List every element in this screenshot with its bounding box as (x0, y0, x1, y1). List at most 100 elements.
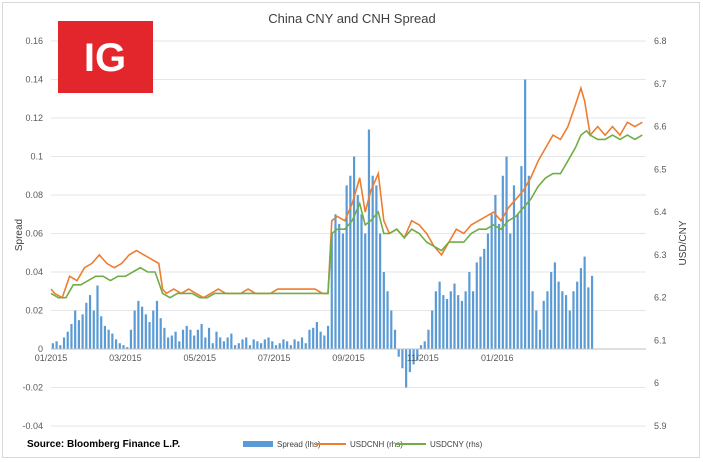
spread-bar (155, 300, 159, 349)
spread-bar (189, 329, 192, 349)
spread-bar (170, 335, 173, 349)
spread-bar (96, 285, 99, 349)
source-note: Source: Bloomberg Finance L.P. (27, 439, 180, 450)
right-axis-label: USD/CNY (678, 220, 689, 265)
spread-bar (62, 337, 66, 349)
left-axis-label: Spread (14, 219, 25, 251)
spread-bar (256, 341, 259, 349)
spread-bar (286, 341, 289, 349)
legend-swatch-spread (243, 441, 273, 447)
spread-bar (81, 314, 84, 349)
spread-bar (345, 185, 348, 349)
right-tick-label: 6.5 (654, 164, 667, 174)
spread-bar (397, 349, 400, 357)
spread-bar (494, 195, 497, 349)
spread-bar (352, 156, 356, 349)
spread-bar (66, 331, 69, 349)
right-tick-label: 6.2 (654, 293, 667, 303)
spread-bar (423, 341, 426, 349)
spread-bar (274, 345, 278, 349)
spread-bar (293, 339, 296, 349)
right-tick-label: 6.6 (654, 122, 667, 132)
spread-bar (174, 331, 177, 349)
spread-bar (561, 291, 564, 349)
spread-bar (419, 345, 423, 349)
spread-bar (241, 339, 244, 349)
spread-bar (185, 325, 188, 349)
spread-bar (531, 291, 534, 349)
spread-bar (59, 345, 62, 349)
spread-bar (282, 339, 285, 349)
spread-bar (70, 323, 73, 349)
spread-bar (442, 295, 445, 349)
spread-bar (85, 302, 88, 349)
x-tick-label: 03/2015 (109, 353, 142, 363)
spread-bar (568, 310, 571, 349)
spread-bar (490, 214, 493, 349)
legend-label-usdcny: USDCNY (rhs) (430, 440, 483, 449)
x-tick-label: 09/2015 (332, 353, 365, 363)
legend-label-usdcnh: USDCNH (rhs) (350, 440, 403, 449)
spread-bar (129, 329, 133, 349)
spread-bar (516, 214, 519, 349)
spread-bar (233, 345, 237, 349)
spread-bar (438, 281, 441, 349)
chart-frame: China CNY and CNH Spread 0.16 0.14 0.12 0.1… (2, 2, 700, 458)
spread-bar (483, 248, 486, 349)
spread-bar (141, 306, 144, 349)
left-tick-label: 0.04 (25, 267, 43, 277)
left-tick-label: 0.08 (25, 190, 43, 200)
spread-bar (341, 233, 345, 349)
spread-bar (330, 233, 333, 349)
spread-bar (51, 343, 54, 349)
spread-bar (564, 295, 568, 349)
spread-bar (207, 327, 211, 349)
spread-bar (319, 331, 322, 349)
spread-bar (527, 175, 530, 349)
chart-title: China CNY and CNH Spread (268, 11, 435, 26)
spread-bar (304, 343, 307, 349)
spread-bar (289, 345, 292, 349)
x-axis-ticks: 01/2015 03/2015 05/2015 07/2015 09/2015 11/20… (35, 353, 514, 363)
spread-bar (152, 310, 155, 349)
spread-bar (144, 314, 147, 349)
spread-bar (427, 329, 430, 349)
spread-bar (267, 337, 270, 349)
logo-background (58, 21, 153, 93)
spread-bar (278, 343, 281, 349)
spread-bar (103, 325, 107, 349)
spread-bar (401, 349, 404, 369)
left-tick-label: 0.1 (30, 152, 43, 162)
spread-bar (323, 335, 326, 349)
spread-bar (550, 272, 553, 349)
spread-bar (349, 175, 352, 349)
spread-bar (122, 345, 125, 349)
spread-bar (546, 291, 549, 349)
left-tick-label: 0.02 (25, 306, 43, 316)
spread-bar (449, 291, 452, 349)
grid-lines (51, 40, 646, 427)
spread-bar (230, 333, 233, 349)
spread-bar (271, 341, 274, 349)
spread-bar (360, 214, 363, 349)
spread-bar (133, 310, 136, 349)
spread-bar (505, 156, 508, 349)
spread-bar (371, 175, 374, 349)
spread-bar (524, 79, 527, 349)
spread-bar (163, 327, 166, 349)
spread-bar (379, 233, 382, 349)
left-tick-label: -0.02 (22, 383, 43, 393)
spread-bar (468, 272, 471, 349)
spread-bar (237, 343, 240, 349)
spread-bar (445, 298, 449, 349)
spread-bar (382, 272, 385, 349)
spread-bar (405, 349, 408, 388)
right-tick-label: 6.8 (654, 36, 667, 46)
spread-bar (126, 347, 129, 349)
spread-bar (312, 327, 315, 349)
spread-bar (248, 345, 252, 349)
chart-svg: China CNY and CNH Spread 0.160.140.120.1… (14, 11, 689, 450)
right-tick-label: 6.3 (654, 250, 667, 260)
spread-bar (308, 329, 311, 349)
spread-bar (408, 349, 411, 373)
